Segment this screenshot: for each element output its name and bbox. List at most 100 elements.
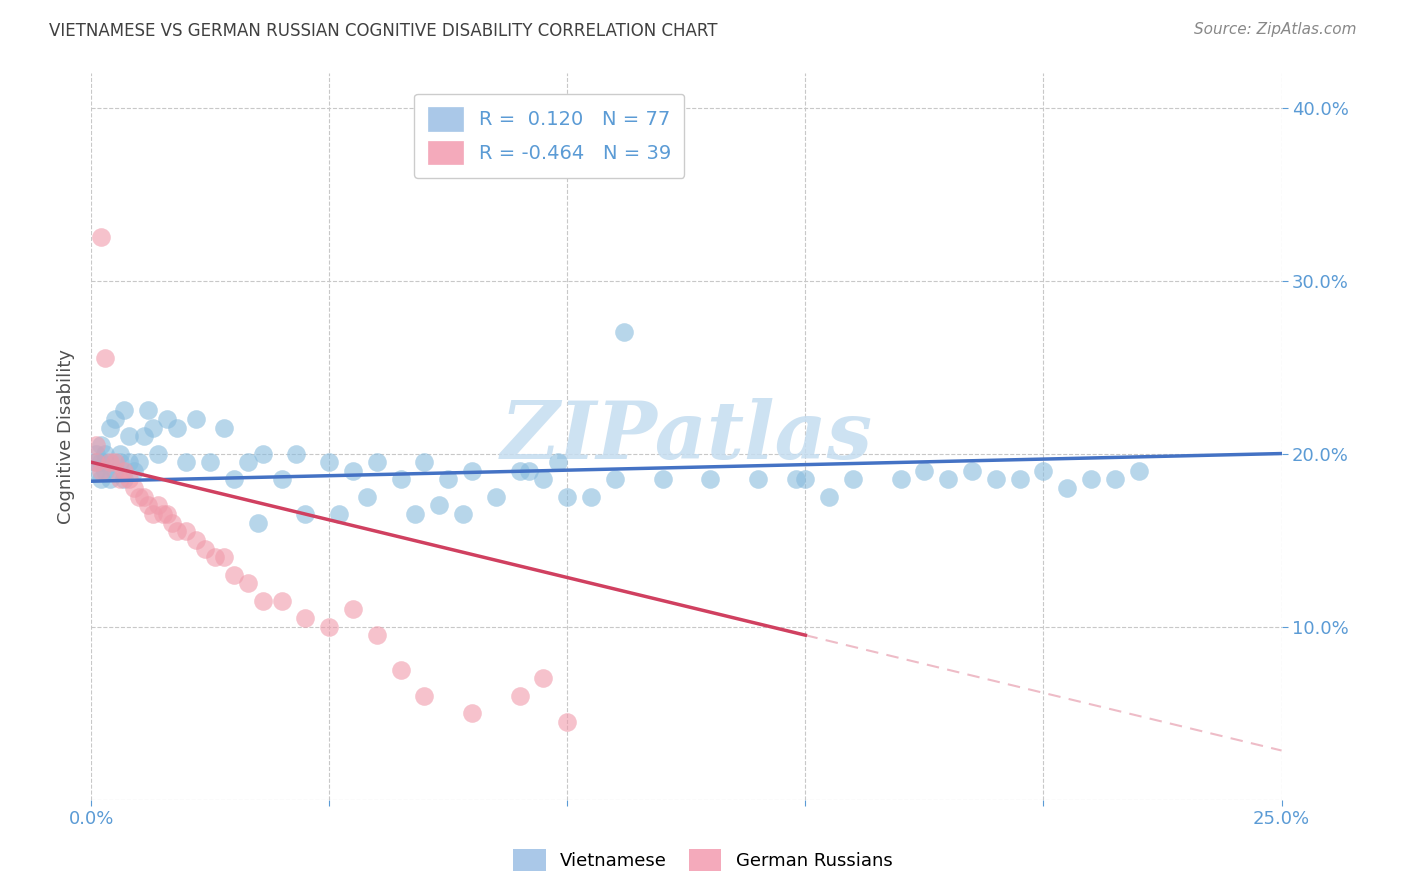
Point xyxy=(294,507,316,521)
Point xyxy=(342,464,364,478)
Text: ZIPatlas: ZIPatlas xyxy=(501,398,872,475)
Point xyxy=(389,663,412,677)
Point xyxy=(984,473,1007,487)
Point xyxy=(461,464,484,478)
Point xyxy=(194,541,217,556)
Point xyxy=(461,706,484,720)
Point xyxy=(533,672,555,686)
Point xyxy=(118,429,141,443)
Point xyxy=(1032,464,1054,478)
Point xyxy=(90,473,112,487)
Point xyxy=(160,516,183,530)
Point xyxy=(509,464,531,478)
Point xyxy=(98,473,121,487)
Point xyxy=(108,455,131,469)
Point xyxy=(579,490,602,504)
Point xyxy=(118,473,141,487)
Point xyxy=(222,567,245,582)
Point xyxy=(214,550,236,565)
Point xyxy=(603,473,626,487)
Point xyxy=(252,593,274,607)
Point xyxy=(128,455,150,469)
Point xyxy=(555,490,578,504)
Point xyxy=(517,464,540,478)
Point xyxy=(90,230,112,244)
Point xyxy=(94,351,117,366)
Point xyxy=(1080,473,1102,487)
Point xyxy=(936,473,959,487)
Point xyxy=(114,403,136,417)
Point xyxy=(142,507,165,521)
Point xyxy=(166,524,188,539)
Point xyxy=(485,490,508,504)
Point xyxy=(366,628,388,642)
Point xyxy=(166,420,188,434)
Point xyxy=(204,550,226,565)
Point xyxy=(104,412,127,426)
Point xyxy=(284,446,307,460)
Point xyxy=(128,490,150,504)
Point xyxy=(152,507,174,521)
Point xyxy=(84,438,107,452)
Point xyxy=(1104,473,1126,487)
Text: VIETNAMESE VS GERMAN RUSSIAN COGNITIVE DISABILITY CORRELATION CHART: VIETNAMESE VS GERMAN RUSSIAN COGNITIVE D… xyxy=(49,22,717,40)
Point xyxy=(794,473,817,487)
Legend: R =  0.120   N = 77, R = -0.464   N = 39: R = 0.120 N = 77, R = -0.464 N = 39 xyxy=(415,94,685,178)
Point xyxy=(90,455,112,469)
Point xyxy=(389,473,412,487)
Point xyxy=(699,473,721,487)
Point xyxy=(318,619,340,633)
Point xyxy=(1008,473,1031,487)
Point xyxy=(94,446,117,460)
Point xyxy=(404,507,426,521)
Point xyxy=(222,473,245,487)
Point xyxy=(413,689,436,703)
Point xyxy=(342,602,364,616)
Point xyxy=(136,403,159,417)
Point xyxy=(156,507,179,521)
Point xyxy=(437,473,460,487)
Point xyxy=(427,499,450,513)
Point xyxy=(184,533,207,547)
Point xyxy=(176,455,198,469)
Point xyxy=(84,455,107,469)
Point xyxy=(785,473,807,487)
Point xyxy=(122,464,145,478)
Text: Source: ZipAtlas.com: Source: ZipAtlas.com xyxy=(1194,22,1357,37)
Point xyxy=(90,464,112,478)
Point xyxy=(156,412,179,426)
Point xyxy=(94,464,117,478)
Point xyxy=(90,438,112,452)
Point xyxy=(912,464,935,478)
Point xyxy=(238,455,260,469)
Point xyxy=(104,464,127,478)
Point xyxy=(94,455,117,469)
Point xyxy=(84,464,107,478)
Point xyxy=(533,473,555,487)
Point xyxy=(613,326,636,340)
Point xyxy=(651,473,673,487)
Point xyxy=(198,455,221,469)
Legend: Vietnamese, German Russians: Vietnamese, German Russians xyxy=(506,842,900,879)
Point xyxy=(547,455,569,469)
Point xyxy=(413,455,436,469)
Point xyxy=(184,412,207,426)
Point xyxy=(136,499,159,513)
Point xyxy=(451,507,474,521)
Point xyxy=(238,576,260,591)
Point xyxy=(356,490,378,504)
Point xyxy=(176,524,198,539)
Point xyxy=(270,473,292,487)
Point xyxy=(104,455,127,469)
Point xyxy=(84,455,107,469)
Point xyxy=(122,481,145,495)
Point xyxy=(246,516,269,530)
Point xyxy=(318,455,340,469)
Point xyxy=(114,464,136,478)
Point xyxy=(366,455,388,469)
Point xyxy=(108,473,131,487)
Point xyxy=(842,473,865,487)
Point xyxy=(509,689,531,703)
Point xyxy=(890,473,912,487)
Point xyxy=(960,464,983,478)
